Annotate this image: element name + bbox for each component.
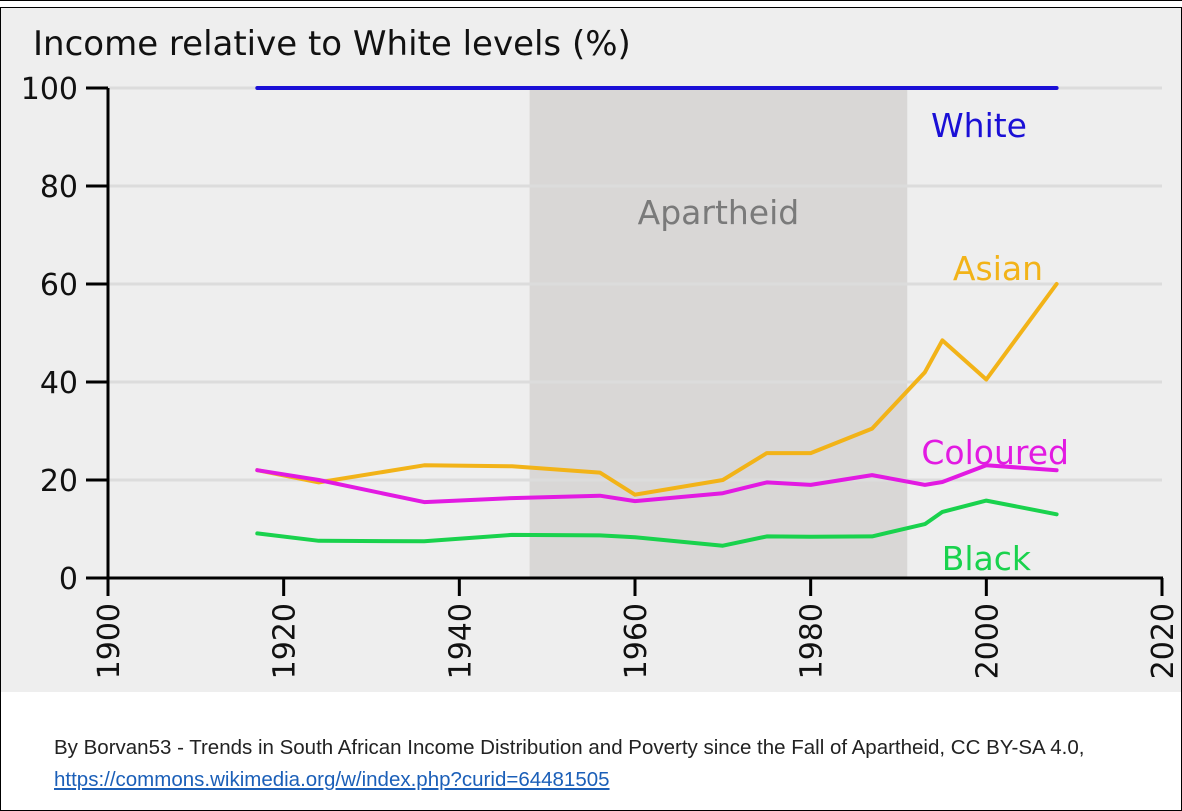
series-label-black: Black (942, 539, 1032, 578)
y-tick-label-80: 80 (40, 170, 78, 205)
apartheid-shade (529, 88, 908, 578)
series-line-coloured (255, 463, 1059, 505)
caption-text: By Borvan53 - Trends in South African In… (54, 736, 1085, 759)
x-tick-label-1900: 1900 (92, 603, 127, 679)
series-line-asian (255, 282, 1059, 497)
chart-panel: 0 20 40 60 80 100 1900 1920 1940 1960 1980 2000 2020… (1, 8, 1181, 692)
y-tick-label-60: 60 (40, 268, 78, 303)
x-tick-label-1980: 1980 (795, 603, 830, 679)
y-tick-label-0: 0 (59, 562, 78, 597)
x-tick-label-2000: 2000 (970, 603, 1005, 679)
series-label-white: White (931, 106, 1027, 145)
series-label-coloured: Coloured (921, 433, 1069, 472)
chart: 0 20 40 60 80 100 1900 1920 1940 1960 1980 2000 2020… (21, 24, 1181, 679)
series-line-black (255, 498, 1059, 548)
y-tick-label-40: 40 (40, 366, 78, 401)
x-tick-label-2020: 2020 (1146, 603, 1181, 679)
apartheid-label: Apartheid (638, 193, 800, 232)
series-label-asian: Asian (953, 249, 1043, 288)
caption-link[interactable]: https://commons.wikimedia.org/w/index.ph… (54, 768, 610, 791)
top-rule (0, 0, 1182, 8)
x-tick-label-1940: 1940 (443, 603, 478, 679)
x-tick-label-1960: 1960 (619, 603, 654, 679)
x-tick-label-1920: 1920 (268, 603, 303, 679)
chart-title: Income relative to White levels (%) (33, 24, 631, 64)
y-tick-label-100: 100 (21, 72, 78, 107)
y-tick-label-20: 20 (40, 464, 78, 499)
attribution-caption: By Borvan53 - Trends in South African In… (54, 732, 1154, 796)
